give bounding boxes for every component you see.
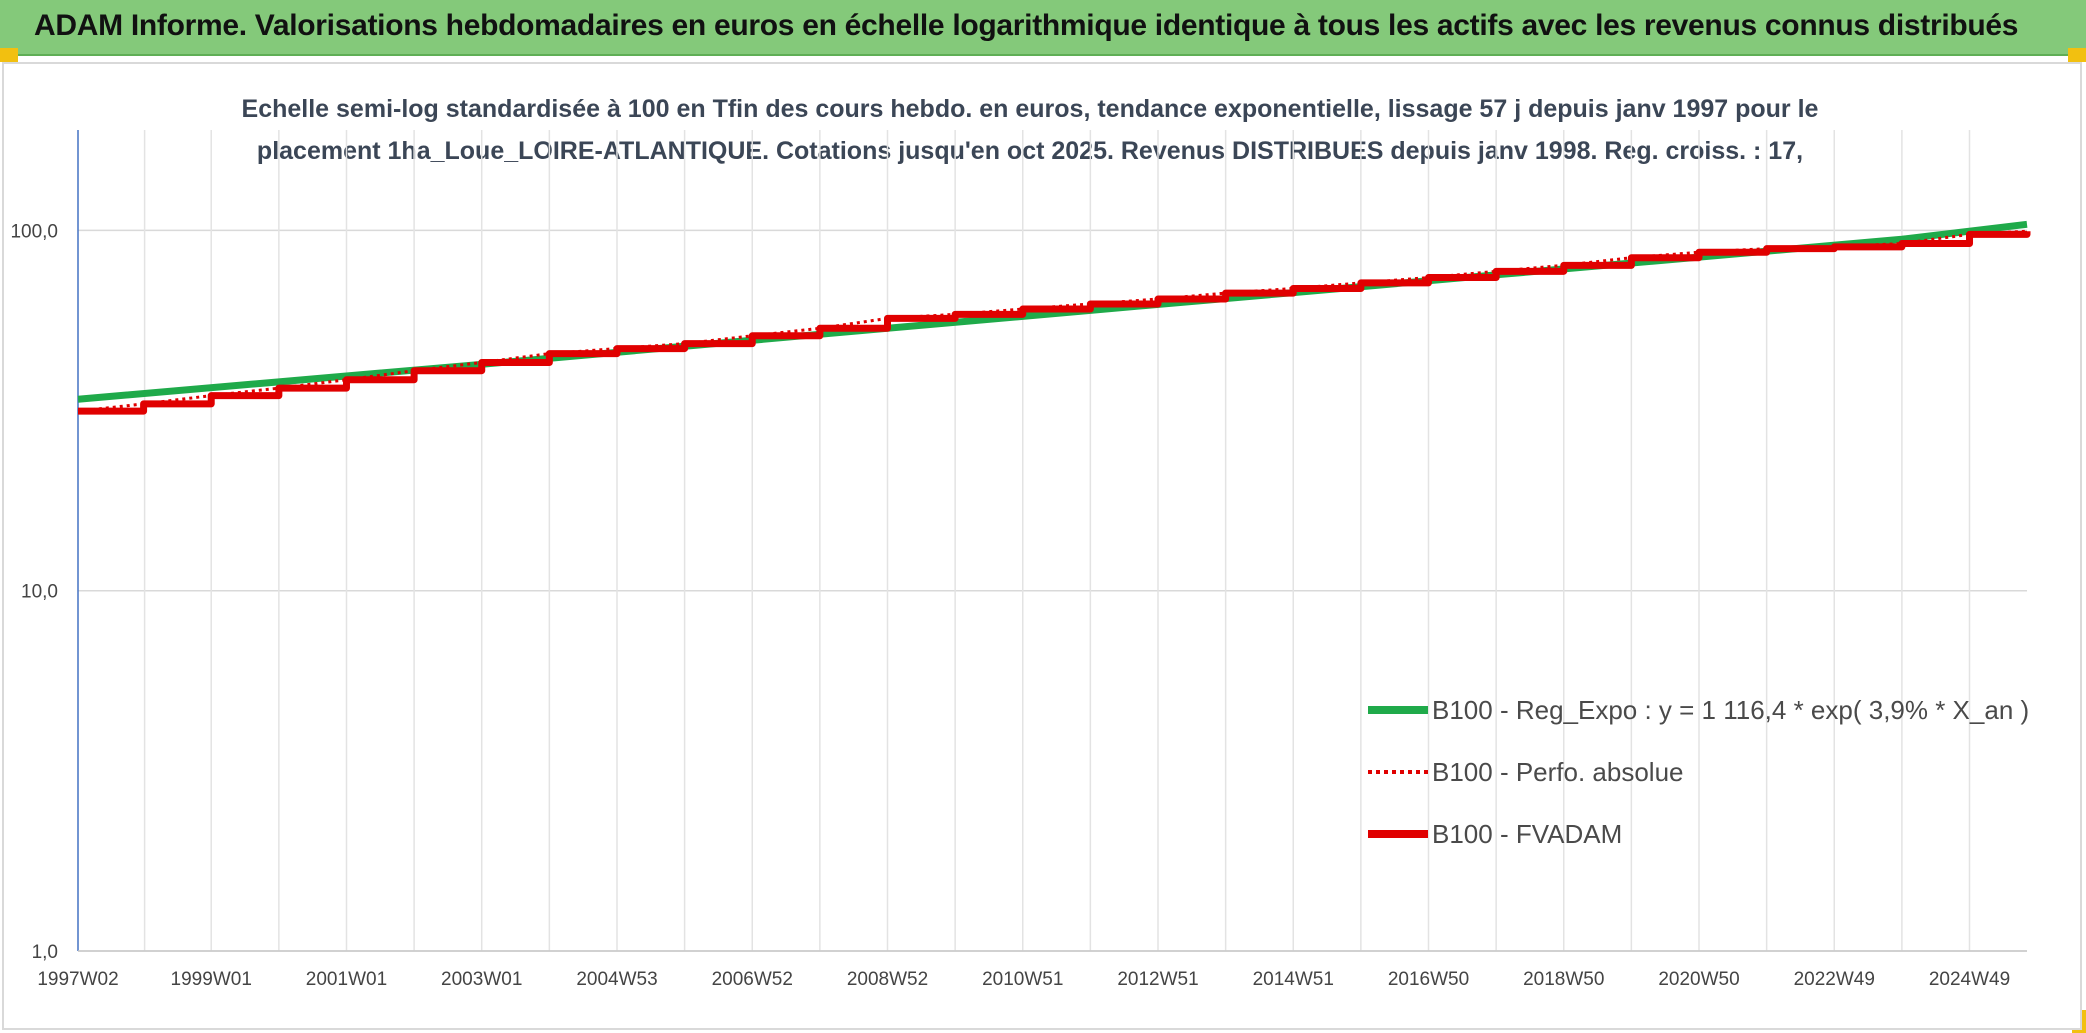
legend-label: B100 - Reg_Expo : y = 1 116,4 * exp( 3,9…: [1432, 695, 2029, 725]
x-tick-label: 1999W01: [171, 969, 252, 990]
x-tick-label: 2004W53: [576, 969, 657, 990]
series-line-3: [78, 230, 2031, 415]
x-tick-label: 2018W50: [1523, 969, 1604, 990]
x-tick-label: 2003W01: [441, 969, 522, 990]
x-tick-label: 2016W50: [1388, 969, 1469, 990]
chart-title: Echelle semi-log standardisée à 100 en T…: [241, 95, 1819, 165]
legend: B100 - Reg_Expo : y = 1 116,4 * exp( 3,9…: [1368, 695, 2029, 849]
x-tick-label: 2008W52: [847, 969, 928, 990]
corner-marker-left: [0, 48, 18, 62]
x-tick-label: 2022W49: [1794, 969, 1875, 990]
y-tick-label: 100,0: [10, 221, 58, 242]
legend-label: B100 - FVADAM: [1432, 819, 1622, 849]
x-tick-label: 2020W50: [1658, 969, 1739, 990]
x-tick-label: 2014W51: [1253, 969, 1334, 990]
x-tick-label: 2012W51: [1117, 969, 1198, 990]
chart-frame: [2, 62, 2082, 1030]
corner-marker-right: [2068, 48, 2086, 62]
x-tick-label: 1997W02: [37, 969, 118, 990]
report-title: ADAM Informe. Valorisations hebdomadaire…: [34, 9, 2019, 42]
y-tick-label: 1,0: [32, 942, 58, 963]
series-layer: [77, 220, 2031, 415]
legend-label: B100 - Perfo. absolue: [1432, 757, 1684, 787]
axis-layer: 1,0 10,0 100,0 1997W02 1999W01 2001W01 2003W01…: [10, 130, 2027, 990]
y-tick-label: 10,0: [21, 582, 58, 603]
x-tick-label: 2010W51: [982, 969, 1063, 990]
x-tick-label: 2001W01: [306, 969, 387, 990]
report-banner: ADAM Informe. Valorisations hebdomadaire…: [0, 0, 2086, 56]
x-tick-label: 2024W49: [1929, 969, 2010, 990]
series-line-2: [77, 229, 2028, 413]
x-tick-label: 2006W52: [712, 969, 793, 990]
